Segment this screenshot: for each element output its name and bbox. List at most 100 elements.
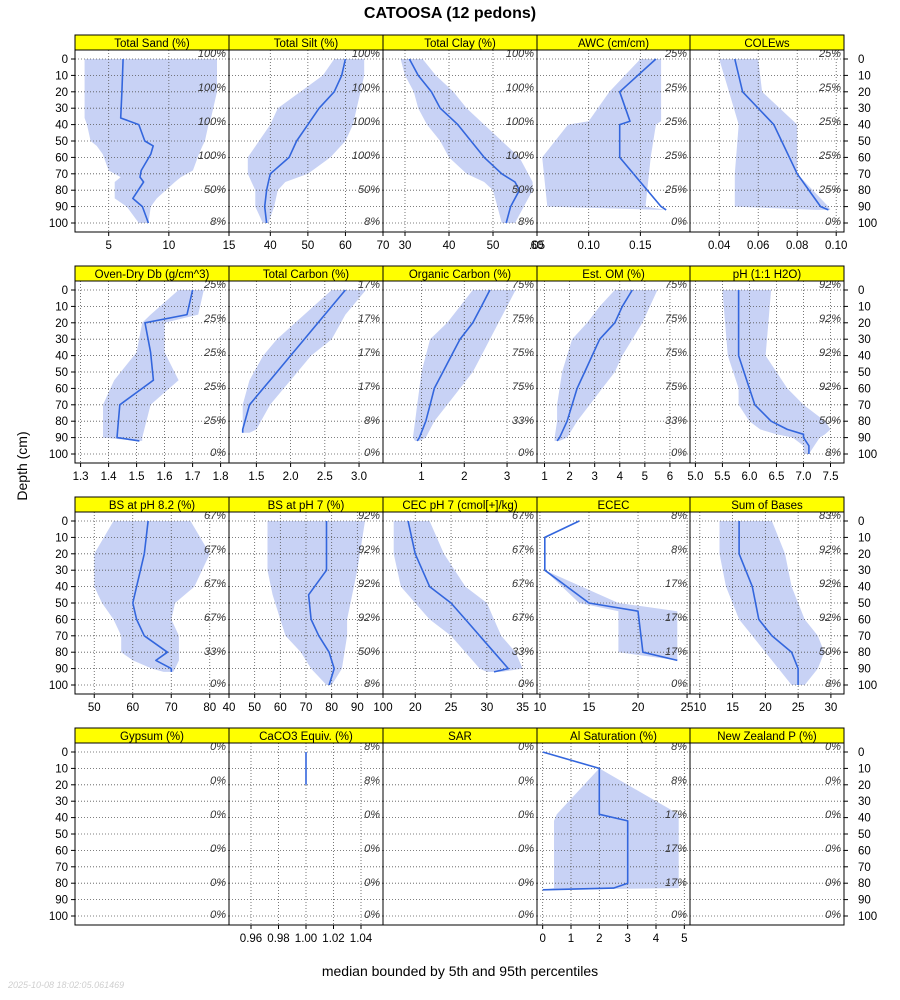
x-tick-label: 25 (681, 702, 694, 714)
percent-label: 0% (518, 678, 534, 690)
y-tick-label: 90 (55, 664, 68, 676)
y-tick-label: 50 (55, 598, 68, 610)
y-tick-label: 100 (858, 680, 877, 692)
x-tick-label: 0.08 (786, 240, 808, 252)
y-tick-label: 90 (858, 433, 871, 445)
y-axis-label: Depth (cm) (14, 431, 30, 500)
percent-label: 75% (665, 381, 687, 393)
percent-label: 33% (204, 646, 226, 658)
percent-label: 92% (819, 347, 841, 359)
y-tick-label: 50 (858, 598, 871, 610)
y-tick-label: 50 (55, 136, 68, 148)
percent-label: 17% (358, 313, 380, 325)
x-tick-label: 0.15 (629, 240, 651, 252)
percent-label: 25% (203, 381, 226, 393)
panel-3: AWC (cm/cm) 25% 25% 25% 25% 25% 0% .05 0.10 0.15 (529, 34, 691, 252)
y-tick-label: 80 (55, 185, 68, 197)
y-tick-label: 90 (858, 202, 871, 214)
panel-label: Total Clay (%) (424, 38, 496, 50)
y-tick-label: 40 (55, 813, 68, 825)
y-tick-label: 50 (858, 829, 871, 841)
x-tick-label: 1 (541, 471, 547, 483)
x-tick-label: 5 (642, 471, 648, 483)
y-tick-label: 90 (55, 433, 68, 445)
percent-label: 25% (664, 48, 687, 60)
percent-label: 100% (506, 150, 534, 162)
panel-7: Organic Carbon (%)75%75%75%75%33%0%1 2 3 (382, 265, 538, 483)
x-tick-label: 3.0 (351, 471, 367, 483)
percent-label: 8% (364, 415, 380, 427)
chart-title: CATOOSA (12 pedons) (363, 5, 537, 22)
x-tick-label: 60 (531, 240, 544, 252)
x-tick-label: 5.5 (714, 471, 730, 483)
y-tick-label: 40 (55, 120, 68, 132)
percent-label: 25% (818, 150, 841, 162)
median-line (307, 521, 336, 686)
panel-label: Sum of Bases (731, 500, 803, 512)
percentile-band (542, 59, 667, 210)
percent-label: 0% (210, 809, 226, 821)
x-tick-label: 2 (566, 471, 572, 483)
percent-label: 0% (518, 809, 534, 821)
percent-label: 50% (512, 184, 534, 196)
x-tick-label: 40 (223, 702, 236, 714)
x-tick-label: 10 (693, 702, 706, 714)
panel-frame (74, 742, 230, 926)
panel-label: Organic Carbon (%) (409, 269, 511, 281)
percent-label: 0% (364, 447, 380, 459)
x-tick-label: 80 (203, 702, 216, 714)
panel-12: CEC pH 7 (cmol[+]/kg)67%67%67%67%33%0%20… (382, 496, 538, 714)
x-tick-label: 70 (377, 240, 390, 252)
percent-label: 17% (358, 347, 380, 359)
percent-label: 0% (671, 678, 687, 690)
y-tick-label: 40 (55, 582, 68, 594)
percent-label: 75% (665, 313, 687, 325)
x-tick-label: 35 (516, 702, 529, 714)
panel-2: Total Clay (%) 100% 100% 100% 100% 50% 8% 30 40 5… (382, 34, 544, 252)
percent-label: 92% (819, 612, 841, 624)
percent-label: 17% (665, 612, 687, 624)
y-tick-label: 0 (62, 747, 68, 759)
y-tick-label: 90 (55, 202, 68, 214)
x-tick-label: 6.5 (768, 471, 784, 483)
y-tick-label: 10 (55, 301, 68, 313)
median-line (408, 58, 521, 224)
percent-label: 8% (364, 741, 380, 753)
y-tick-label: 70 (55, 400, 68, 412)
percent-label: 0% (518, 843, 534, 855)
x-tick-label: 1.4 (101, 471, 118, 483)
panel-4: COLEws 25% 25% 25% 25% 25% 0% 0.04 0.06 0.08 0.10 0… (689, 34, 877, 252)
y-tick-label: 20 (858, 549, 871, 561)
percent-label: 67% (512, 612, 534, 624)
x-tick-label: 10 (534, 702, 547, 714)
y-tick-label: 60 (858, 152, 871, 164)
x-tick-label: 0.06 (747, 240, 769, 252)
y-tick-label: 90 (55, 895, 68, 907)
median-line (734, 58, 829, 211)
percent-label: 0% (825, 216, 841, 228)
x-tick-label: 20 (632, 702, 645, 714)
panel-label: BS at pH 7 (%) (268, 500, 345, 512)
percent-label: 0% (364, 809, 380, 821)
percent-label: 17% (665, 877, 687, 889)
percent-label: 25% (664, 82, 687, 94)
y-tick-label: 60 (858, 383, 871, 395)
y-tick-label: 10 (858, 70, 871, 82)
panel-label: pH (1:1 H2O) (733, 269, 802, 281)
percent-label: 50% (819, 415, 841, 427)
median-line (263, 58, 347, 224)
panel-19: New Zealand P (%) 0% 0% 0% 0% 0% 0% 0 10 20 30 40 50… (689, 727, 877, 926)
percent-label: 25% (818, 82, 841, 94)
x-tick-label: 3 (624, 933, 630, 945)
percent-label: 17% (358, 381, 380, 393)
y-tick-label: 100 (49, 911, 68, 923)
percent-label: 92% (819, 279, 841, 291)
panel-label: SAR (448, 731, 472, 743)
y-tick-label: 90 (858, 664, 871, 676)
percent-label: 0% (210, 678, 226, 690)
x-tick-label: 0.04 (708, 240, 731, 252)
x-tick-label: 2 (461, 471, 467, 483)
y-tick-label: 40 (858, 582, 871, 594)
median-line (738, 521, 799, 685)
